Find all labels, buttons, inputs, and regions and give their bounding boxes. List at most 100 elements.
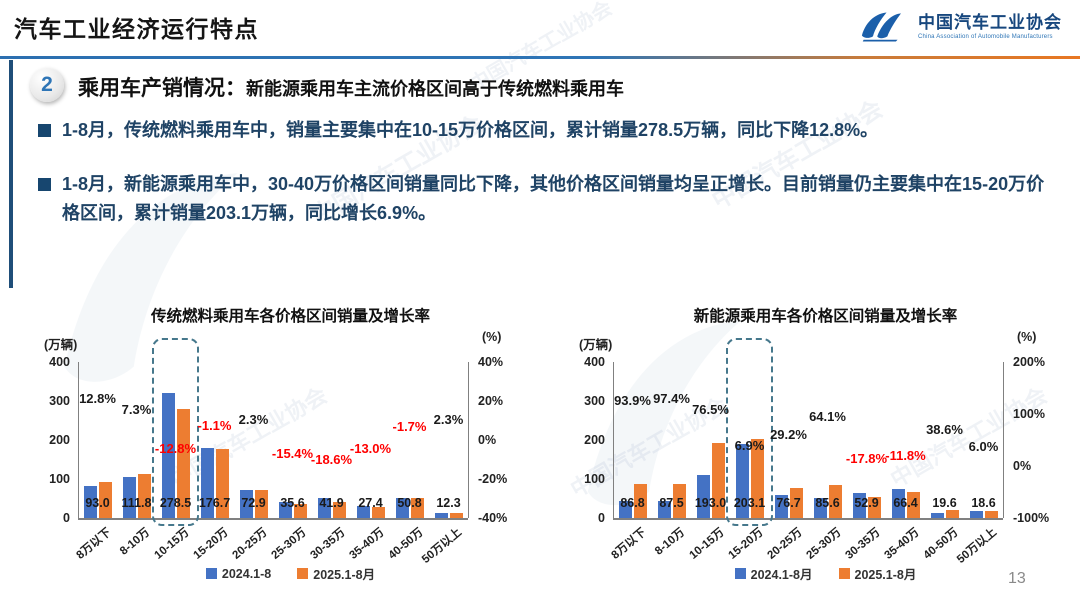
- growth-label: -1.7%: [392, 419, 427, 435]
- bar-2024: [83, 485, 97, 518]
- bar-2024: [735, 443, 749, 518]
- bar-2024: [434, 513, 448, 518]
- y-tick-label: 0: [63, 511, 70, 525]
- value-label: 111.8: [121, 496, 152, 510]
- y-tick-label: 300: [49, 394, 70, 408]
- page-number: 13: [1008, 570, 1026, 587]
- x-tick-label: 8-10万: [117, 526, 153, 558]
- growth-label: -15.4%: [271, 446, 314, 462]
- bar-2025: [945, 510, 959, 518]
- bar-2025: [867, 497, 881, 518]
- bar-2024: [891, 488, 905, 518]
- value-label: 85.6: [815, 496, 840, 510]
- bar-2024: [395, 497, 409, 518]
- y-axis-right: [1003, 362, 1004, 518]
- left-axis-unit: (万辆): [44, 338, 78, 352]
- bullet-item: 1-8月，新能源乘用车中，30-40万价格区间销量同比下降，其他价格区间销量均呈…: [38, 170, 1052, 229]
- value-label: 52.9: [854, 496, 879, 510]
- legend-swatch-icon: [297, 568, 309, 579]
- bar-2024: [618, 500, 632, 518]
- legend-item: 2024.1-8: [205, 564, 271, 583]
- value-label: 193.0: [694, 496, 727, 510]
- bar-2024: [239, 490, 253, 518]
- growth-label: 2.3%: [238, 411, 269, 427]
- value-label: 18.6: [971, 496, 996, 510]
- legend-swatch-icon: [734, 568, 746, 579]
- chart-legend: 2024.1-8 2025.1-8月: [38, 564, 543, 583]
- bar-2025: [828, 484, 842, 518]
- growth-label: -1.1%: [197, 418, 232, 434]
- value-label: 19.6: [932, 496, 957, 510]
- value-label: 86.8: [620, 496, 645, 510]
- chart-title: 传统燃料乘用车各价格区间销量及增长率: [150, 308, 430, 325]
- value-label: 35.6: [280, 496, 305, 510]
- y-tick-label: -100%: [1013, 511, 1050, 525]
- x-tick-label: 25-30万: [269, 526, 309, 562]
- value-label: 50.8: [397, 496, 422, 510]
- caam-logo-icon: [861, 12, 901, 42]
- bar-2025: [293, 504, 307, 518]
- x-tick-label: 8万以下: [609, 526, 649, 562]
- section-number-badge: 2: [30, 68, 64, 102]
- growth-label: 93.9%: [614, 393, 651, 409]
- bar-2025: [633, 484, 647, 518]
- bar-2025: [371, 507, 385, 518]
- x-tick-label: 35-40万: [882, 526, 922, 562]
- y-tick-label: 0%: [478, 433, 497, 447]
- legend-item: 2025.1-8月: [297, 564, 375, 583]
- value-label: 203.1: [733, 496, 766, 510]
- bar-2024: [969, 511, 983, 518]
- growth-label: -12.8%: [154, 440, 197, 456]
- value-label: 41.9: [319, 496, 344, 510]
- bar-2024: [161, 393, 175, 518]
- bar-2025: [711, 442, 725, 518]
- y-tick-label: 300: [584, 394, 605, 408]
- legend-swatch-icon: [838, 568, 850, 579]
- header-divider: [0, 56, 1080, 59]
- legend-label: 2025.1-8月: [313, 568, 376, 582]
- y-tick-label: 100: [584, 472, 605, 486]
- y-tick-label: 100: [49, 472, 70, 486]
- y-axis-right: [468, 362, 469, 518]
- y-tick-label: -40%: [478, 511, 508, 525]
- bar-2025: [332, 501, 346, 518]
- bar-2025: [449, 513, 463, 518]
- chart-legend: 2024.1-8月 2025.1-8月: [573, 564, 1078, 583]
- bar-2024: [813, 497, 827, 518]
- growth-label: 38.6%: [926, 421, 963, 437]
- y-tick-label: 200: [584, 433, 605, 447]
- growth-label: -11.8%: [885, 448, 926, 464]
- bar-2024: [657, 500, 671, 518]
- y-tick-label: 0: [598, 511, 605, 525]
- growth-label: 6.9%: [734, 438, 765, 454]
- page-title: 汽车工业经济运行特点: [14, 16, 259, 42]
- section-heading: 乘用车产销情况：新能源乘用车主流价格区间高于传统燃料乘用车: [78, 72, 624, 102]
- x-axis: [613, 518, 1003, 520]
- highlight-box: [726, 338, 773, 526]
- growth-label: 6.0%: [968, 438, 999, 454]
- bar-2025: [137, 474, 151, 518]
- value-label: 87.5: [659, 496, 684, 510]
- x-tick-label: 30-35万: [308, 526, 348, 562]
- growth-label: 12.8%: [79, 391, 116, 407]
- chart-traditional-fuel: 传统燃料乘用车各价格区间销量及增长率 (万辆) (%) 400 300 200 100 0 4…: [38, 300, 543, 600]
- org-name-en: China Association of Automobile Manufact…: [918, 34, 1053, 41]
- growth-label: 97.4%: [653, 391, 690, 407]
- growth-label: 2.3%: [433, 411, 464, 427]
- x-tick-label: 30-35万: [843, 526, 883, 562]
- growth-label: -18.6%: [310, 452, 353, 468]
- y-tick-label: 40%: [478, 355, 504, 369]
- value-label: 278.5: [159, 496, 192, 510]
- right-axis-unit: (%): [482, 330, 502, 344]
- x-tick-label: 20-25万: [230, 526, 270, 562]
- bar-2025: [254, 489, 268, 518]
- bar-2024: [317, 497, 331, 518]
- legend-swatch-icon: [205, 568, 217, 579]
- bullet-text: 1-8月，新能源乘用车中，30-40万价格区间销量同比下降，其他价格区间销量均呈…: [62, 173, 1045, 224]
- bar-2024: [696, 475, 710, 518]
- section-heading-main: 乘用车产销情况：: [78, 77, 246, 100]
- x-tick-label: 25-30万: [804, 526, 844, 562]
- growth-label: 64.1%: [809, 408, 846, 424]
- bar-2025: [410, 498, 424, 518]
- value-label: 12.3: [436, 496, 461, 510]
